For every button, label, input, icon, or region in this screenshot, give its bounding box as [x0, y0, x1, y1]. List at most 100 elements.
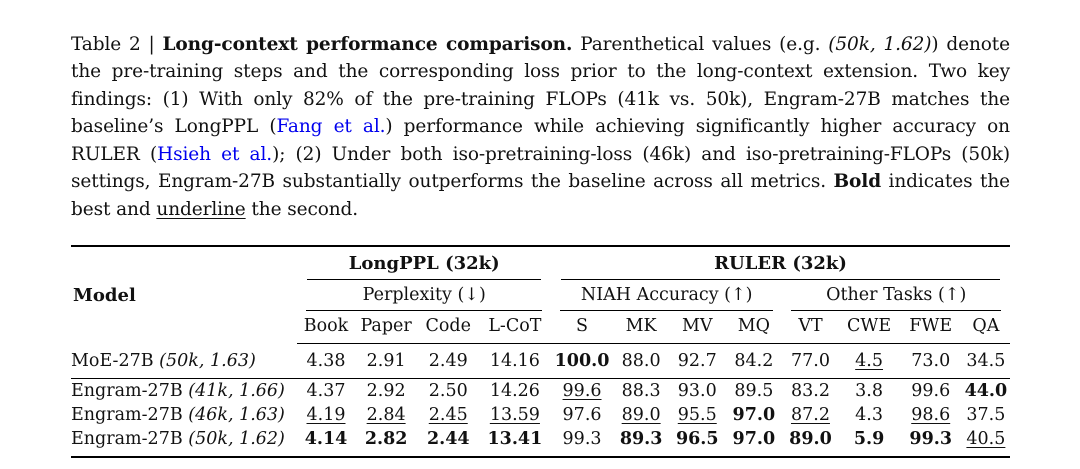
model-note: (50k, 1.62) — [188, 429, 285, 449]
column-header: Book — [297, 311, 355, 344]
caption-segment: indicates the best and — [71, 171, 1010, 221]
caption-segment: ) denote the pre-training steps and the … — [71, 33, 1010, 138]
results-table-head: Model LongPPL (32k) RULER (32k) Perplexity … — [71, 246, 1010, 344]
value-cell: 3.8 — [855, 381, 884, 401]
model-name: Engram-27B — [71, 381, 189, 401]
sub-header: Perplexity (↓) — [297, 280, 551, 311]
model-cell: Engram-27B (50k, 1.62) — [71, 427, 297, 457]
value-cell: 2.50 — [428, 381, 468, 401]
results-table-body: MoE-27B (50k, 1.63) 4.38 2.91 2.49 14.16 100.… — [71, 343, 1010, 458]
value-cell: 89.0 — [789, 429, 832, 449]
value-cell: 40.5 — [966, 429, 1006, 449]
sub-header-label: Other Tasks (↑) — [791, 280, 1001, 311]
column-header-row: Book Paper Code L-CoT S MK MV MQ VT CWE FWE QA — [71, 311, 1010, 344]
column-header: MV — [669, 311, 726, 344]
value-cell: 88.3 — [621, 381, 661, 401]
value-cell: 2.44 — [426, 429, 470, 449]
sub-header-label: NIAH Accuracy (↑) — [559, 280, 774, 311]
value-cell: 2.84 — [366, 405, 406, 425]
caption-segment: Table 2 | — [71, 33, 163, 55]
value-cell: 13.41 — [487, 429, 543, 449]
model-note: (46k, 1.63) — [188, 405, 285, 425]
caption-segment: ); (2) Under both iso-pretraining-loss (… — [71, 143, 1010, 193]
value-cell: 89.0 — [621, 405, 661, 425]
results-table-container: Model LongPPL (32k) RULER (32k) Perplexity … — [71, 245, 1010, 458]
model-name: MoE-27B — [71, 350, 160, 371]
value-cell: 98.6 — [911, 405, 951, 425]
results-table: Model LongPPL (32k) RULER (32k) Perplexity … — [71, 245, 1010, 458]
group-header-label: RULER (32k) — [560, 247, 1000, 280]
model-cell: Engram-27B (41k, 1.66) — [71, 379, 297, 404]
sub-header-row: Perplexity (↓) NIAH Accuracy (↑) Other Tas… — [71, 280, 1010, 311]
citation-link[interactable]: Fang et al. — [276, 116, 386, 138]
value-cell: 99.6 — [562, 381, 602, 401]
value-cell: 97.0 — [732, 405, 776, 425]
value-cell: 13.59 — [489, 405, 540, 425]
column-header: MK — [613, 311, 670, 344]
value-cell: 97.6 — [562, 405, 602, 425]
sub-header: NIAH Accuracy (↑) — [551, 280, 782, 311]
value-cell: 2.82 — [364, 429, 408, 449]
sub-header-label: Perplexity (↓) — [306, 280, 542, 311]
column-header: Code — [417, 311, 479, 344]
value-cell: 99.3 — [562, 429, 602, 449]
column-header: MQ — [725, 311, 783, 344]
caption-segment: ) performance while achieving significan… — [71, 116, 1010, 165]
column-header: FWE — [899, 311, 962, 344]
model-cell: MoE-27B (50k, 1.63) — [71, 343, 298, 379]
value-cell: 4.3 — [855, 405, 884, 425]
value-cell: 14.26 — [489, 381, 540, 401]
value-cell: 99.3 — [909, 429, 953, 449]
caption-segment: the second. — [245, 199, 359, 221]
value-cell: 89.5 — [734, 381, 774, 401]
caption-segment: Bold — [833, 171, 882, 193]
column-header: L-CoT — [478, 311, 551, 344]
value-cell: 2.49 — [417, 343, 479, 379]
sub-header: Other Tasks (↑) — [782, 280, 1010, 311]
table-caption: Table 2 | Long-context performance compa… — [71, 31, 1010, 224]
value-cell: 73.0 — [899, 343, 962, 379]
value-cell: 97.0 — [732, 429, 776, 449]
group-header: RULER (32k) — [551, 246, 1010, 280]
value-cell: 99.6 — [911, 381, 951, 401]
citation-link[interactable]: Hsieh et al. — [157, 143, 273, 165]
value-cell: 95.5 — [677, 405, 717, 425]
model-name: Engram-27B — [71, 405, 189, 425]
model-name: Engram-27B — [71, 429, 189, 449]
value-cell: 88.0 — [613, 343, 670, 379]
column-header: Paper — [354, 311, 418, 344]
value-cell: 37.5 — [966, 405, 1006, 425]
value-cell: 4.5 — [838, 343, 900, 379]
value-cell: 83.2 — [790, 381, 830, 401]
value-cell: 93.0 — [677, 381, 717, 401]
model-note: (41k, 1.66) — [188, 381, 285, 401]
value-cell: 84.2 — [725, 343, 783, 379]
caption-segment: (50k, 1.62) — [828, 33, 932, 55]
value-cell: 34.5 — [961, 343, 1010, 379]
model-note: (50k, 1.63) — [159, 350, 256, 371]
value-cell: 4.19 — [306, 405, 346, 425]
value-cell: 100.0 — [550, 343, 614, 379]
table-row: Engram-27B (46k, 1.63) 4.19 2.84 2.45 13.59 9… — [71, 403, 1010, 427]
value-cell: 4.37 — [306, 381, 346, 401]
column-header: CWE — [838, 311, 900, 344]
group-header: LongPPL (32k) — [297, 246, 551, 280]
column-header: S — [550, 311, 614, 344]
group-header-row: Model LongPPL (32k) RULER (32k) — [71, 246, 1010, 306]
value-cell: 44.0 — [964, 381, 1008, 401]
value-cell: 5.9 — [853, 429, 885, 449]
value-cell: 2.92 — [366, 381, 406, 401]
value-cell: 4.14 — [304, 429, 348, 449]
value-cell: 14.16 — [478, 343, 551, 379]
table-row: MoE-27B (50k, 1.63) 4.38 2.91 2.49 14.16 100.… — [71, 343, 1010, 379]
column-header: QA — [961, 311, 1010, 344]
value-cell: 2.45 — [428, 405, 468, 425]
caption-segment: underline — [156, 199, 246, 221]
value-cell: 96.5 — [675, 429, 719, 449]
value-cell: 89.3 — [619, 429, 663, 449]
column-header: VT — [782, 311, 839, 344]
value-cell: 87.2 — [790, 405, 830, 425]
caption-segment: Long-context performance comparison. — [162, 33, 573, 55]
value-cell: 2.91 — [354, 343, 418, 379]
